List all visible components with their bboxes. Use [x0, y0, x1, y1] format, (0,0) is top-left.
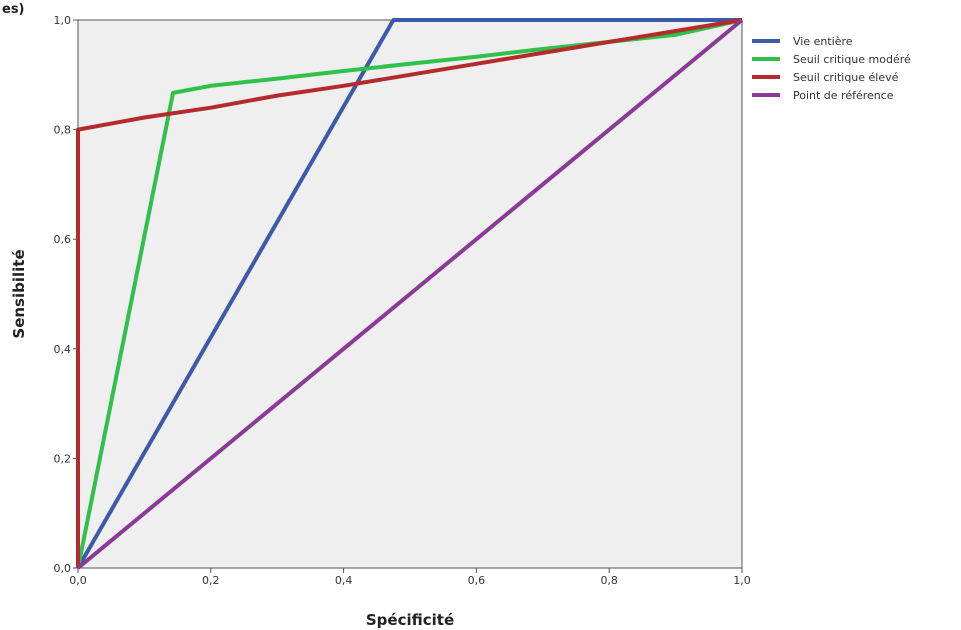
y-tick-label: 0,6: [54, 233, 72, 246]
y-axis-title: Sensibilité: [10, 249, 28, 338]
y-tick-label: 1,0: [54, 14, 72, 27]
series-line-2: [76, 18, 743, 568]
axes: 0,0 0,2 0,4 0,6 0,8 1,0 0,0 0,2 0,4 0,6 0,8 1,0: [54, 14, 751, 587]
x-tick-label: 0,0: [69, 574, 87, 587]
y-tick-label: 0,0: [54, 562, 72, 575]
legend: Vie entière Seuil critique modéré Seuil cr…: [752, 35, 911, 102]
x-tick-label: 1,0: [733, 574, 751, 587]
x-axis-title: Spécificité: [366, 611, 454, 629]
legend-label-2: Seuil critique élevé: [793, 71, 899, 84]
legend-label-0: Vie entière: [793, 35, 853, 48]
series-line-0: [76, 18, 742, 569]
y-tick-label: 0,8: [54, 124, 72, 137]
x-tick-label: 0,8: [600, 574, 618, 587]
legend-label-3: Point de référence: [793, 89, 894, 102]
x-tick-label: 0,4: [335, 574, 353, 587]
legend-label-1: Seuil critique modéré: [793, 53, 911, 66]
series-line-3: [76, 18, 744, 570]
y-tick-label: 0,4: [54, 343, 72, 356]
x-tick-label: 0,6: [468, 574, 486, 587]
corner-label: es): [2, 2, 25, 17]
series-layer: [76, 18, 744, 570]
x-tick-label: 0,2: [202, 574, 220, 587]
y-tick-label: 0,2: [54, 452, 72, 465]
